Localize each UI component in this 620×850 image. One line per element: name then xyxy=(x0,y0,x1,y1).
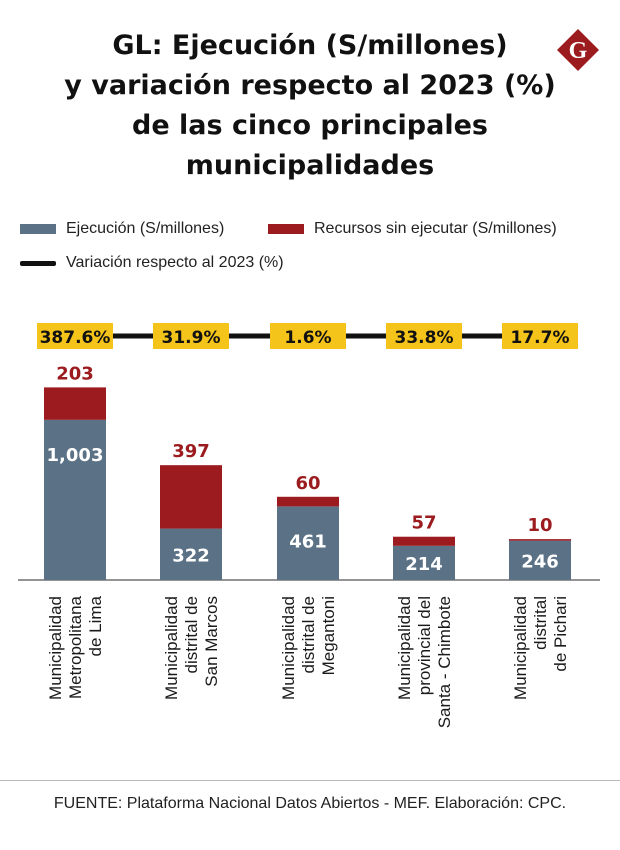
data-label-ejecucion: 322 xyxy=(172,545,210,566)
title-line: de las cinco principales xyxy=(132,110,488,141)
bar-ejecucion xyxy=(509,540,571,580)
variation-badge xyxy=(386,323,462,349)
category-label: Santa - Chimbote xyxy=(435,596,454,728)
data-label-sin-ejecutar: 10 xyxy=(527,515,552,536)
legend-label: Variación respecto al 2023 (%) xyxy=(66,254,284,271)
title-line: y variación respecto al 2023 (%) xyxy=(64,70,556,101)
category-label: distrital de xyxy=(299,596,318,673)
legend-swatch-ejecucion xyxy=(20,224,56,234)
category-label-group: Municipalidad provincial del Santa - Chimb… xyxy=(395,596,454,728)
bar-sin-ejecutar xyxy=(393,536,455,546)
data-label-sin-ejecutar: 397 xyxy=(172,441,210,462)
category-label: Municipalidad xyxy=(395,596,414,700)
legend-label: Ejecución (S/millones) xyxy=(66,220,225,237)
category-label-group: Municipalidad distrital de Pichari xyxy=(511,596,570,700)
category-label: Municipalidad xyxy=(511,596,530,700)
variation-label: 387.6% xyxy=(40,328,111,348)
bar-sin-ejecutar xyxy=(277,496,339,507)
data-label-ejecucion: 461 xyxy=(289,531,327,552)
variation-badge xyxy=(37,323,113,349)
category-label: Metropolitana xyxy=(66,595,85,699)
variation-label: 17.7% xyxy=(511,328,570,348)
chart-legend: Ejecución (S/millones) Recursos sin ejec… xyxy=(0,0,620,300)
category-label: Municipalidad xyxy=(279,596,298,700)
data-label-ejecucion: 246 xyxy=(521,551,559,572)
category-label: distrital xyxy=(531,596,550,650)
category-label: Municipalidad xyxy=(46,596,65,700)
variation-label: 1.6% xyxy=(284,328,331,348)
category-label: de Pichari xyxy=(551,596,570,672)
legend-swatch-sin-ejecutar xyxy=(268,224,304,234)
data-label-ejecucion: 1,003 xyxy=(47,445,104,466)
legend-item-variacion: Variación respecto al 2023 (%) xyxy=(20,254,284,272)
chart-title: GL: Ejecución (S/millones) y variación r… xyxy=(20,26,600,186)
category-label-group: Municipalidad Metropolitana de Lima xyxy=(46,595,105,699)
bar-ejecucion xyxy=(160,528,222,580)
variation-badge xyxy=(153,323,229,349)
data-label-sin-ejecutar: 57 xyxy=(411,513,436,534)
bar-ejecucion xyxy=(277,506,339,580)
bar-sin-ejecutar xyxy=(509,539,571,541)
category-label: San Marcos xyxy=(202,596,221,687)
category-label: distrital de xyxy=(182,596,201,673)
category-label-group: Municipalidad distrital de Megantoni xyxy=(279,596,338,700)
data-label-ejecucion: 214 xyxy=(405,554,443,575)
data-label-sin-ejecutar: 203 xyxy=(56,363,94,384)
title-line: municipalidades xyxy=(185,150,435,181)
title-line: GL: Ejecución (S/millones) xyxy=(112,30,508,61)
bar-sin-ejecutar xyxy=(44,387,106,420)
legend-line-variacion xyxy=(20,260,56,266)
category-label: Megantoni xyxy=(319,596,338,675)
logo-letter: G xyxy=(569,38,588,64)
category-label: provincial del xyxy=(415,596,434,695)
bar-sin-ejecutar xyxy=(160,465,222,529)
legend-item-sin-ejecutar: Recursos sin ejecutar (S/millones) xyxy=(268,220,557,238)
variation-label: 31.9% xyxy=(162,328,221,348)
logo-diamond-shape xyxy=(557,29,599,71)
gestion-logo: G xyxy=(557,29,599,71)
bar-ejecucion xyxy=(44,419,106,580)
legend-item-ejecucion: Ejecución (S/millones) xyxy=(20,220,224,238)
legend-label: Recursos sin ejecutar (S/millones) xyxy=(314,220,557,237)
category-label-group: Municipalidad distrital de San Marcos xyxy=(162,596,221,700)
source-note: FUENTE: Plataforma Nacional Datos Abiert… xyxy=(0,780,620,813)
variation-badge xyxy=(270,323,346,349)
bar-ejecucion xyxy=(393,545,455,580)
variation-badge xyxy=(502,323,578,349)
category-label: de Lima xyxy=(86,595,105,656)
data-label-sin-ejecutar: 60 xyxy=(295,473,320,494)
category-label: Municipalidad xyxy=(162,596,181,700)
variation-label: 33.8% xyxy=(395,328,454,348)
